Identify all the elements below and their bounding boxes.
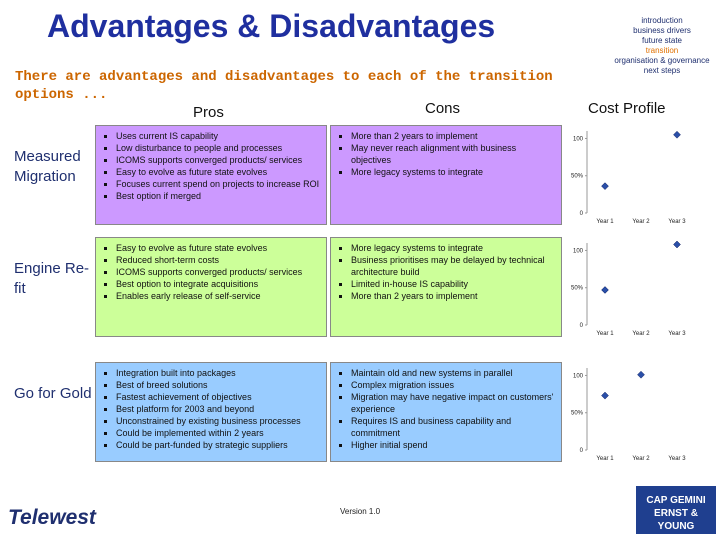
bullet: Best of breed solutions bbox=[116, 379, 322, 391]
bullet: Complex migration issues bbox=[351, 379, 557, 391]
x-tick-label: Year 2 bbox=[632, 219, 650, 225]
pros-box: Easy to evolve as future state evolvesRe… bbox=[95, 237, 327, 337]
version: Version 1.0 bbox=[340, 507, 381, 516]
bullet: Could be part-funded by strategic suppli… bbox=[116, 439, 322, 451]
column-header: Pros bbox=[193, 104, 224, 121]
row-label: Go for Gold bbox=[14, 384, 94, 404]
bullet: May never reach alignment with business … bbox=[351, 142, 557, 166]
bullet: More legacy systems to integrate bbox=[351, 166, 557, 178]
y-tick-label: 0 bbox=[580, 448, 584, 454]
bullet: Easy to evolve as future state evolves bbox=[116, 242, 322, 254]
x-tick-label: Year 3 bbox=[668, 331, 686, 337]
nav-item: introduction bbox=[641, 16, 683, 25]
pros-list: Integration built into packagesBest of b… bbox=[96, 363, 326, 451]
pros-list: Uses current IS capabilityLow disturbanc… bbox=[96, 126, 326, 202]
nav-item: future state bbox=[641, 36, 683, 45]
point bbox=[673, 130, 681, 139]
chart-box: 0 50% 100 Year 1 Year 2 Year 3 bbox=[565, 125, 705, 231]
cons-list: Maintain old and new systems in parallel… bbox=[331, 363, 561, 451]
bullet: Best option to integrate acquisitions bbox=[116, 278, 322, 290]
cons-box: Maintain old and new systems in parallel… bbox=[330, 362, 562, 462]
y-tick-label: 100 bbox=[573, 373, 584, 379]
chart-box: 0 50% 100 Year 1 Year 2 Year 3 bbox=[565, 362, 705, 468]
row-label-text: Engine Re-fit bbox=[14, 260, 90, 297]
row-label: Measured Migration bbox=[14, 147, 94, 187]
subtitle: There are advantages and disadvantages t… bbox=[15, 69, 553, 103]
point bbox=[601, 286, 609, 294]
bullet: Integration built into packages bbox=[116, 367, 322, 379]
bullet: Uses current IS capability bbox=[116, 130, 322, 142]
nav-item: next steps bbox=[643, 66, 681, 75]
y-tick-label: 50% bbox=[571, 174, 584, 180]
cons-box: More than 2 years to implementMay never … bbox=[330, 125, 562, 225]
bullet: Fastest achievement of objectives bbox=[116, 391, 322, 403]
bullet: Low disturbance to people and processes bbox=[116, 142, 322, 154]
chart-box: 0 50% 100 Year 1 Year 2 Year 3 bbox=[565, 237, 705, 343]
bullet: Migration may have negative impact on cu… bbox=[351, 391, 557, 415]
row-label-text: Go for Gold bbox=[14, 385, 92, 402]
bullet: More than 2 years to implement bbox=[351, 290, 557, 302]
y-tick-label: 50% bbox=[571, 286, 584, 292]
cost-chart: 0 50% 100 Year 1 Year 2 Year 3 bbox=[571, 240, 686, 337]
bullet: Best platform for 2003 and beyond bbox=[116, 403, 322, 415]
bullet: Limited in-house IS capability bbox=[351, 278, 557, 290]
cost-chart: 0 50% 100 Year 1 Year 2 Year 3 bbox=[571, 130, 686, 225]
y-tick-label: 50% bbox=[571, 411, 584, 417]
row-label-text: Measured Migration bbox=[14, 148, 81, 185]
bullet: ICOMS supports converged products/ servi… bbox=[116, 266, 322, 278]
point bbox=[637, 370, 645, 379]
cons-list: More legacy systems to integrateBusiness… bbox=[331, 238, 561, 302]
bullet: Reduced short-term costs bbox=[116, 254, 322, 266]
y-tick-label: 0 bbox=[580, 211, 584, 217]
bullet: More than 2 years to implement bbox=[351, 130, 557, 142]
bullet: Unconstrained by existing business proce… bbox=[116, 415, 322, 427]
bullet: Requires IS and business capability and … bbox=[351, 415, 557, 439]
logo: Telewest bbox=[8, 506, 96, 529]
bullet: Higher initial spend bbox=[351, 439, 557, 451]
title: Advantages & Disadvantages bbox=[47, 8, 496, 44]
bullet: Focuses current spend on projects to inc… bbox=[116, 178, 322, 190]
x-tick-label: Year 1 bbox=[596, 331, 614, 337]
nav-item: business drivers bbox=[633, 26, 691, 35]
cost-chart: 0 50% 100 Year 1 Year 2 Year 3 bbox=[571, 368, 686, 462]
bullet: Could be implemented within 2 years bbox=[116, 427, 322, 439]
x-tick-label: Year 1 bbox=[596, 219, 614, 225]
nav-item: organisation & governance bbox=[614, 56, 710, 65]
x-tick-label: Year 2 bbox=[632, 456, 650, 462]
point bbox=[601, 182, 609, 191]
cons-list: More than 2 years to implementMay never … bbox=[331, 126, 561, 178]
bullet: Best option if merged bbox=[116, 190, 322, 202]
point bbox=[673, 240, 681, 249]
nav: introduction business drivers future state… bbox=[612, 16, 712, 76]
x-tick-label: Year 2 bbox=[632, 331, 650, 337]
bullet: Easy to evolve as future state evolves bbox=[116, 166, 322, 178]
bullet: Maintain old and new systems in parallel bbox=[351, 367, 557, 379]
bullet: More legacy systems to integrate bbox=[351, 242, 557, 254]
pros-box: Uses current IS capabilityLow disturbanc… bbox=[95, 125, 327, 225]
y-tick-label: 100 bbox=[573, 248, 584, 254]
x-tick-label: Year 1 bbox=[596, 456, 614, 462]
pros-list: Easy to evolve as future state evolvesRe… bbox=[96, 238, 326, 302]
logo: CAP GEMINI ERNST & YOUNG bbox=[636, 486, 716, 534]
point bbox=[601, 391, 609, 400]
y-tick-label: 100 bbox=[573, 136, 584, 142]
column-header: Cost Profile bbox=[588, 100, 666, 117]
cons-box: More legacy systems to integrateBusiness… bbox=[330, 237, 562, 337]
pros-box: Integration built into packagesBest of b… bbox=[95, 362, 327, 462]
row-label: Engine Re-fit bbox=[14, 259, 94, 299]
column-header: Cons bbox=[425, 100, 461, 117]
bullet: Business prioritises may be delayed by t… bbox=[351, 254, 557, 278]
bullet: Enables early release of self-service bbox=[116, 290, 322, 302]
x-tick-label: Year 3 bbox=[668, 219, 686, 225]
y-tick-label: 0 bbox=[580, 323, 584, 329]
nav-item: transition bbox=[645, 46, 679, 55]
x-tick-label: Year 3 bbox=[668, 456, 686, 462]
bullet: ICOMS supports converged products/ servi… bbox=[116, 154, 322, 166]
